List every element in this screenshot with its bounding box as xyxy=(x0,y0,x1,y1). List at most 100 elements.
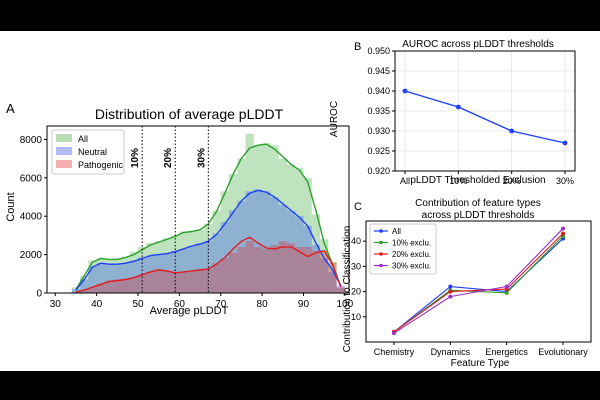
legend-label: Pathogenic xyxy=(78,160,124,170)
histogram-bar-pathogenic xyxy=(129,277,139,293)
threshold-label: 20% xyxy=(163,148,174,168)
histogram-bar-all xyxy=(320,239,329,293)
histogram-bar-pathogenic xyxy=(237,246,246,293)
x-tick-label: 30 xyxy=(50,299,62,310)
panel-c: C Contribution of feature types across p… xyxy=(342,198,592,369)
histogram-bar-neutral xyxy=(171,250,180,293)
histogram-bar-all xyxy=(278,158,287,293)
histogram-bar-neutral xyxy=(80,279,89,293)
series-point-30-exclu xyxy=(392,331,396,336)
panel-a-legend: All Neutral Pathogenic xyxy=(51,129,125,175)
histogram-bar-all xyxy=(162,238,172,293)
histogram-bar-pathogenic xyxy=(104,280,114,293)
legend-marker xyxy=(379,263,383,268)
y-tick-label: 40 xyxy=(351,236,361,246)
histogram-bar-all xyxy=(195,229,205,293)
histogram-bar-all xyxy=(88,260,97,293)
series-point-10-exclu xyxy=(504,290,509,295)
panel-c-letter: C xyxy=(354,201,362,213)
panel-a-y-ticks: 0 2000 4000 6000 8000 xyxy=(20,135,47,300)
x-tick-label: 10% xyxy=(449,176,467,186)
histogram-bar-all xyxy=(171,235,180,293)
histogram-bar-neutral xyxy=(295,216,304,293)
histogram-bar-pathogenic xyxy=(195,269,205,293)
histogram-bar-pathogenic xyxy=(146,271,155,293)
y-tick-label: 2000 xyxy=(20,250,43,261)
histogram-bar-neutral xyxy=(229,210,238,293)
legend-label: 10% exclu. xyxy=(392,239,431,248)
auroc-point xyxy=(455,104,461,110)
legend-swatch xyxy=(56,134,72,142)
histogram-bar-neutral xyxy=(179,248,188,293)
x-tick-label: Energetics xyxy=(485,347,528,357)
panel-b-x-ticks: All 10% 20% 30% xyxy=(400,171,574,186)
x-tick-label: Dynamics xyxy=(431,347,471,357)
histogram-bar-pathogenic xyxy=(229,252,238,293)
histogram-bar-neutral xyxy=(154,254,163,293)
panel-b-series xyxy=(402,88,568,146)
panel-b-y-ticks: 0.920 0.925 0.930 0.935 0.940 0.945 0.950 xyxy=(367,46,395,176)
histogram-bar-all xyxy=(104,259,114,293)
x-tick-label: 70 xyxy=(215,299,227,310)
panel-a-density-lines xyxy=(75,143,342,293)
density-line-pathogenic xyxy=(75,236,342,293)
histogram-bar-all xyxy=(336,288,345,293)
histogram-bar-neutral xyxy=(278,204,287,293)
histogram-bar-all xyxy=(113,258,122,293)
y-tick-label: 20 xyxy=(351,287,361,297)
series-point-20-exclu xyxy=(448,289,453,294)
series-line-30-exclu xyxy=(393,228,564,334)
legend-label: 20% exclu. xyxy=(392,250,431,259)
y-tick-label: 0.940 xyxy=(367,86,390,96)
panel-a-title: Distribution of average pLDDT xyxy=(95,106,284,122)
histogram-bar-neutral xyxy=(146,255,155,293)
x-tick-label: Evolutionary xyxy=(538,347,588,357)
histogram-bar-neutral xyxy=(113,264,122,293)
histogram-bar-neutral xyxy=(104,264,114,293)
legend-marker xyxy=(379,229,383,233)
legend-frame xyxy=(51,129,125,175)
legend-label: All xyxy=(78,134,88,144)
auroc-line xyxy=(404,90,566,144)
panel-a-ylabel: Count xyxy=(5,192,17,221)
panel-a-letter: A xyxy=(6,101,15,116)
histogram-bar-all xyxy=(129,251,139,293)
histogram-bar-all xyxy=(204,223,213,293)
histogram-bar-all xyxy=(212,210,221,293)
panel-a-x-ticks: 30 40 50 60 70 80 90 100 xyxy=(50,293,354,310)
histogram-bar-neutral xyxy=(88,266,97,293)
y-tick-label: 0.930 xyxy=(367,126,390,136)
histogram-bar-neutral xyxy=(195,243,205,293)
legend-label: 30% exclu. xyxy=(392,262,431,271)
histogram-bar-all xyxy=(179,231,188,293)
histogram-bar-all xyxy=(270,145,279,293)
y-tick-label: 0.920 xyxy=(367,166,390,176)
threshold-label: 10% xyxy=(130,148,141,168)
histogram-bar-pathogenic xyxy=(295,246,304,293)
legend-marker xyxy=(379,252,383,256)
panel-c-xlabel: Feature Type xyxy=(451,358,510,369)
histogram-bar-pathogenic xyxy=(179,271,188,293)
panel-c-ylabel: Contribution to Classification xyxy=(342,226,353,353)
histogram-bar-neutral xyxy=(286,210,296,293)
histogram-bar-pathogenic xyxy=(80,290,89,293)
series-point-30-exclu xyxy=(504,284,509,289)
panel-c-y-ticks: 10 20 30 40 xyxy=(351,236,366,322)
x-tick-label: 50 xyxy=(132,299,144,310)
histogram-bar-pathogenic xyxy=(162,270,172,293)
histogram-bar-pathogenic xyxy=(245,241,254,293)
y-tick-label: 0.945 xyxy=(367,66,390,76)
histogram-bar-neutral xyxy=(303,225,312,293)
histogram-bar-neutral xyxy=(71,289,81,293)
histogram-bar-neutral xyxy=(162,253,172,293)
histogram-bar-neutral xyxy=(121,263,130,293)
legend-frame xyxy=(369,223,437,275)
histogram-bar-pathogenic xyxy=(328,262,337,293)
histogram-bar-neutral xyxy=(187,245,196,293)
histogram-bar-neutral xyxy=(262,191,271,293)
x-tick-label: 60 xyxy=(174,299,186,310)
auroc-point xyxy=(562,140,568,146)
histogram-bar-all xyxy=(303,177,312,293)
histogram-bar-all xyxy=(237,158,246,293)
histogram-bar-pathogenic xyxy=(220,258,230,293)
